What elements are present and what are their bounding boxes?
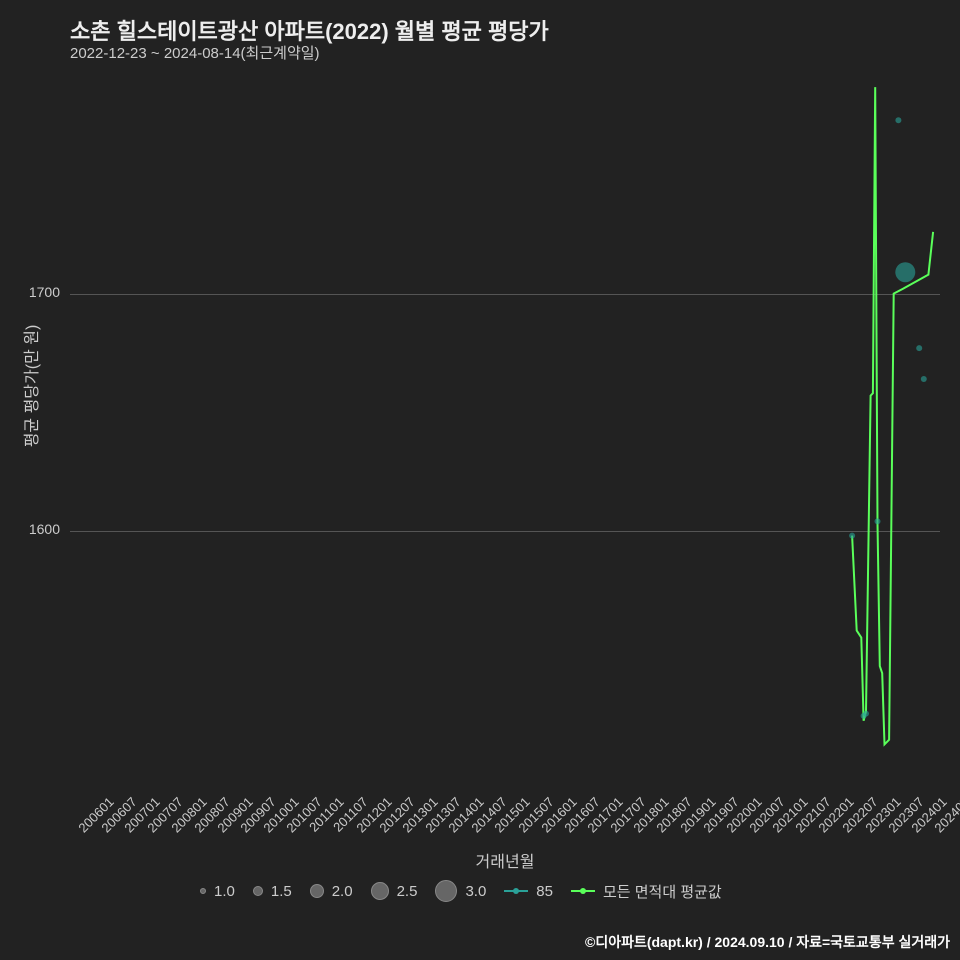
scatter-point: [916, 345, 922, 351]
legend-size-dot: [435, 880, 457, 902]
legend-line-icon: [504, 890, 528, 892]
legend-size-dot: [310, 884, 324, 898]
legend-series-label: 85: [536, 883, 553, 900]
legend-series-avg: 모든 면적대 평균값: [571, 881, 722, 902]
legend-series-label: 모든 면적대 평균값: [603, 881, 722, 902]
legend-size-dot: [253, 886, 263, 896]
credit-text: ©디아파트(dapt.kr) / 2024.09.10 / 자료=국토교통부 실…: [585, 932, 950, 952]
legend-series-85: 85: [504, 883, 553, 900]
legend: 1.0 1.5 2.0 2.5 3.0 85 모든 면적대 평균값: [200, 880, 722, 902]
legend-size-item: 2.5: [371, 882, 418, 900]
scatter-point: [875, 518, 881, 524]
legend-size-label: 3.0: [465, 883, 486, 900]
legend-size-item: 2.0: [310, 883, 353, 900]
legend-size-dot: [371, 882, 389, 900]
scatter-point: [895, 262, 915, 282]
legend-size-dot: [200, 888, 206, 894]
legend-size-label: 2.0: [332, 883, 353, 900]
scatter-point: [895, 117, 901, 123]
legend-size-item: 1.5: [253, 883, 292, 900]
legend-size-label: 2.5: [397, 883, 418, 900]
scatter-point: [921, 376, 927, 382]
scatter-point: [863, 711, 869, 717]
plot-svg: [0, 0, 960, 960]
line-series: [852, 87, 933, 744]
legend-size-label: 1.5: [271, 883, 292, 900]
legend-line-icon: [571, 890, 595, 892]
legend-size-item: 3.0: [435, 880, 486, 902]
legend-size-item: 1.0: [200, 883, 235, 900]
legend-size-label: 1.0: [214, 883, 235, 900]
scatter-point: [849, 533, 855, 539]
